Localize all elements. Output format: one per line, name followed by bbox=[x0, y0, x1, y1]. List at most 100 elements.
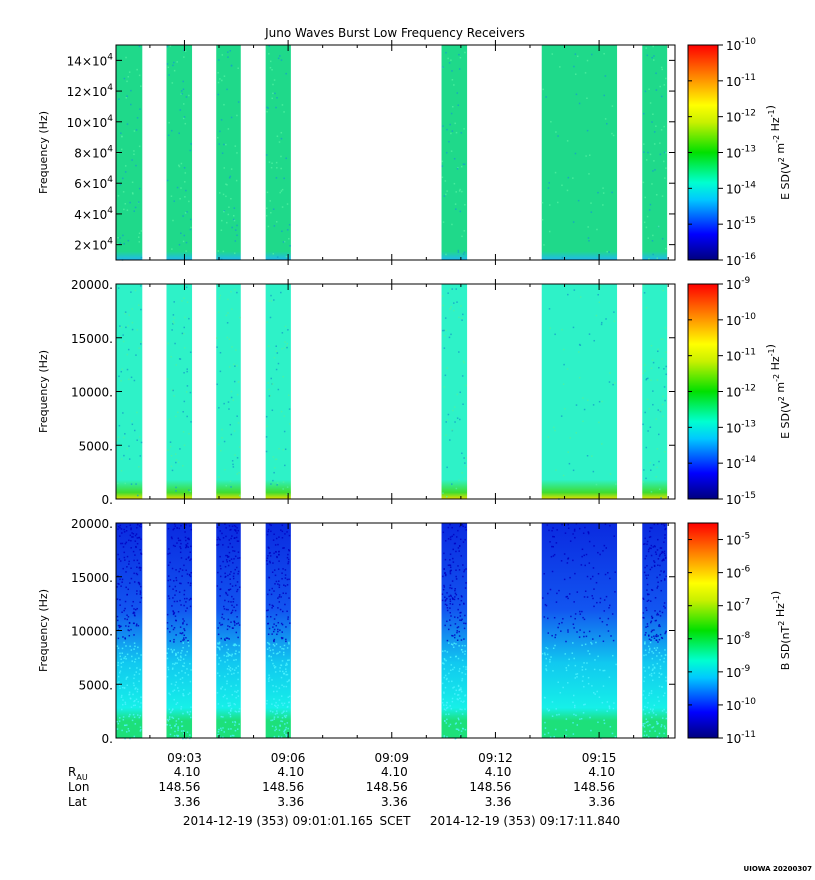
data-block bbox=[166, 284, 193, 499]
y-tick-label: 0. bbox=[102, 732, 113, 746]
colorbar-3: 10-5 10-6 10-7 10-8 10-9 10-10 10-11 B SD(nT2 H… bbox=[687, 522, 792, 746]
data-block bbox=[166, 523, 193, 740]
ephemeris-value: 3.36 bbox=[381, 795, 408, 809]
y-tick-label: 12×104 bbox=[67, 83, 114, 99]
y-tick-label: 5000. bbox=[79, 678, 113, 692]
x-tick-label: 09:06 bbox=[271, 751, 306, 765]
end-time-label: 2014-12-19 (353) 09:17:11.840 bbox=[430, 814, 620, 828]
y-tick-label: 10000. bbox=[71, 386, 113, 400]
ephemeris-value: 148.56 bbox=[573, 780, 615, 794]
colorbar-tick-label: 10-15 bbox=[726, 216, 756, 232]
data-block bbox=[265, 284, 291, 499]
ephemeris-value: 148.56 bbox=[366, 780, 408, 794]
ephemeris-row-label: RAU bbox=[68, 765, 88, 782]
data-block bbox=[216, 284, 241, 499]
x-tick-label: 09:09 bbox=[374, 751, 409, 765]
data-block bbox=[541, 284, 618, 500]
data-block bbox=[541, 45, 618, 260]
ephemeris-value: 4.10 bbox=[277, 765, 304, 779]
colorbar-2: 10-9 10-10 10-11 10-12 10-13 10-14 10-15 E SD(V… bbox=[687, 276, 792, 507]
y-tick-label: 10×104 bbox=[67, 114, 114, 130]
data-block bbox=[116, 523, 143, 740]
colorbar-tick-label: 10-10 bbox=[726, 697, 756, 713]
x-tick-label: 09:12 bbox=[478, 751, 513, 765]
colorbar-tick-label: 10-9 bbox=[726, 664, 751, 680]
colorbar-tick-label: 10-12 bbox=[726, 109, 756, 125]
colorbar-gradient bbox=[687, 522, 719, 739]
colorbar-tick-label: 10-7 bbox=[726, 598, 750, 614]
x-tick-label: 09:15 bbox=[582, 751, 617, 765]
y-axis-label: Frequency (Hz) bbox=[37, 589, 50, 672]
colorbar-tick-label: 10-11 bbox=[726, 730, 756, 746]
y-axis-label: Frequency (Hz) bbox=[37, 350, 50, 433]
colorbar-label: B SD(nT2 Hz-1) bbox=[769, 591, 792, 670]
colorbar-tick-label: 10-14 bbox=[726, 455, 756, 471]
data-block bbox=[642, 523, 668, 739]
y-tick-label: 0. bbox=[102, 493, 113, 507]
panel-1: 2×104 4×104 6×104 8×104 10×104 12×104 14×104 Fr… bbox=[37, 40, 676, 265]
ephemeris-value: 3.36 bbox=[174, 795, 201, 809]
ephemeris-row-label: Lat bbox=[68, 795, 87, 809]
ephemeris-value: 4.10 bbox=[588, 765, 615, 779]
ephemeris-value: 3.36 bbox=[277, 795, 304, 809]
panels: 2×104 4×104 6×104 8×104 10×104 12×104 14×104 Fr… bbox=[37, 40, 676, 746]
start-time-label: 2014-12-19 (353) 09:01:01.165 bbox=[183, 814, 373, 828]
colorbars: 10-10 10-11 10-12 10-13 10-14 10-15 10-16 E SD(… bbox=[687, 37, 792, 746]
colorbar-tick-label: 10-13 bbox=[726, 145, 756, 161]
data-block bbox=[441, 45, 468, 260]
data-block bbox=[216, 45, 241, 261]
y-tick-label: 5000. bbox=[79, 439, 113, 453]
colorbar-tick-label: 10-14 bbox=[726, 180, 756, 196]
ephemeris-value: 4.10 bbox=[485, 765, 512, 779]
y-tick-label: 6×104 bbox=[74, 175, 113, 191]
y-tick-label: 14×104 bbox=[67, 52, 114, 68]
colorbar-tick-label: 10-16 bbox=[726, 252, 756, 268]
ephemeris-value: 3.36 bbox=[485, 795, 512, 809]
x-tick-label: 09:03 bbox=[167, 751, 202, 765]
y-tick-label: 10000. bbox=[71, 625, 113, 639]
ephemeris-value: 148.56 bbox=[262, 780, 304, 794]
ephemeris-row-label: Lon bbox=[68, 780, 89, 794]
panel-3: 0. 5000. 10000. 15000. 20000. Frequency (Hz) bbox=[37, 517, 676, 746]
y-tick-label: 8×104 bbox=[74, 145, 113, 161]
y-tick-label: 15000. bbox=[71, 571, 113, 585]
colorbar-tick-label: 10-11 bbox=[726, 73, 756, 89]
ephemeris-value: 4.10 bbox=[174, 765, 201, 779]
colorbar-label: E SD(V2 m-2 Hz-1) bbox=[764, 105, 792, 200]
colorbar-tick-label: 10-5 bbox=[726, 532, 750, 548]
data-block bbox=[541, 523, 618, 740]
y-tick-label: 2×104 bbox=[74, 237, 113, 253]
colorbar-tick-label: 10-8 bbox=[726, 631, 751, 647]
colorbar-gradient bbox=[687, 44, 719, 261]
colorbar-tick-label: 10-6 bbox=[726, 565, 751, 581]
chart-title: Juno Waves Burst Low Frequency Receivers bbox=[264, 26, 525, 40]
data-block bbox=[642, 284, 668, 499]
y-tick-label: 15000. bbox=[71, 332, 113, 346]
y-tick-label: 20000. bbox=[71, 517, 113, 531]
y-axis-label: Frequency (Hz) bbox=[37, 111, 50, 194]
ephemeris-value: 148.56 bbox=[469, 780, 511, 794]
ephemeris-value: 148.56 bbox=[158, 780, 200, 794]
colorbar-tick-label: 10-10 bbox=[726, 312, 756, 328]
colorbar-tick-label: 10-12 bbox=[726, 384, 756, 400]
data-block bbox=[265, 45, 291, 260]
footer-stamp: UIOWA 20200307 bbox=[744, 865, 813, 873]
colorbar-tick-label: 10-13 bbox=[726, 419, 756, 435]
colorbar-gradient bbox=[687, 283, 719, 500]
ephemeris-value: 4.10 bbox=[381, 765, 408, 779]
colorbar-tick-label: 10-11 bbox=[726, 348, 756, 364]
y-tick-label: 20000. bbox=[71, 278, 113, 292]
data-block bbox=[441, 523, 468, 740]
time-axis: 09:03 09:06 09:09 09:12 09:15 bbox=[167, 751, 616, 765]
panel-2: 0. 5000. 10000. 15000. 20000. Frequency (Hz) bbox=[37, 278, 676, 507]
colorbar-tick-label: 10-15 bbox=[726, 491, 756, 507]
y-tick-label: 4×104 bbox=[74, 206, 113, 222]
colorbar-1: 10-10 10-11 10-12 10-13 10-14 10-15 10-16 E SD(… bbox=[687, 37, 792, 268]
scet-label: SCET bbox=[380, 814, 412, 828]
ephemeris-value: 3.36 bbox=[588, 795, 615, 809]
data-block bbox=[441, 284, 468, 499]
colorbar-tick-label: 10-9 bbox=[726, 276, 751, 292]
data-block bbox=[265, 523, 291, 738]
